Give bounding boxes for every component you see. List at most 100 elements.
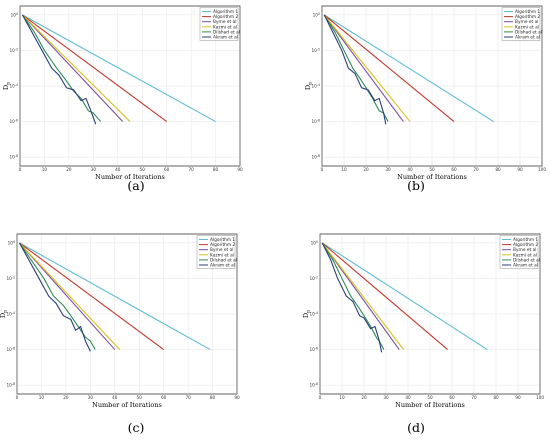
series-line-algorithm-1 — [22, 14, 216, 123]
legend-label: Kazmi et al — [210, 252, 234, 258]
x-tick-label: 10 — [341, 167, 347, 172]
series-line-algorithm-1 — [321, 242, 488, 351]
y-axis-label: Dn — [2, 82, 12, 90]
x-tick-label: 80 — [493, 395, 499, 400]
legend-label: Kazmi et al — [515, 24, 539, 30]
series-line-algorithm-2 — [19, 242, 164, 351]
x-tick-label: 50 — [427, 395, 433, 400]
x-tick-label: 40 — [405, 395, 411, 400]
x-tick-label: 0 — [319, 395, 322, 400]
x-axis-label: Number of Iterations — [95, 173, 165, 181]
x-tick-label: 40 — [112, 395, 118, 400]
legend-label: Akram et al — [513, 263, 538, 269]
y-tick-label: 10-4 — [6, 311, 15, 317]
x-tick-label: 60 — [161, 395, 167, 400]
x-tick-label: 50 — [137, 395, 143, 400]
series-line-algorithm-1 — [19, 242, 211, 351]
legend-label: Algorithm 2 — [513, 242, 538, 248]
series-line-algorithm-2 — [323, 14, 455, 122]
y-tick-label: 10-4 — [309, 311, 318, 317]
y-tick-label: 10-6 — [9, 118, 18, 124]
plot-frame — [319, 233, 541, 395]
legend-box — [196, 235, 236, 269]
x-tick-label: 100 — [538, 167, 546, 172]
panel-caption: (b) — [407, 178, 425, 193]
x-tick-label: 20 — [66, 167, 72, 172]
x-axis-label: Number of Iterations — [395, 401, 465, 409]
y-axis-label: Dn — [0, 310, 9, 318]
panel-4: 100 10-2 10-4 10-6 10-8 0 10 20 30 40 50 60 70 80 90 10… — [302, 233, 544, 435]
x-tick-label: 0 — [16, 395, 19, 400]
x-tick-label: 100 — [536, 395, 544, 400]
series-line-akram-et-al — [18, 242, 91, 352]
x-tick-label: 0 — [321, 167, 324, 172]
panel-caption: (c) — [128, 420, 145, 435]
legend-label: Akram et al — [515, 35, 540, 41]
y-tick-label: 10-8 — [6, 382, 15, 388]
series-line-akram-et-al — [21, 14, 97, 125]
panel-caption: (d) — [407, 420, 425, 435]
y-tick-label: 10-4 — [311, 83, 320, 89]
x-tick-label: 60 — [451, 167, 457, 172]
series-line-akram-et-al — [321, 242, 383, 353]
x-tick-label: 80 — [210, 395, 216, 400]
y-tick-label: 10-6 — [6, 346, 15, 352]
series-line-algorithm-1 — [323, 14, 494, 123]
series-line-kazmi-et-al — [19, 242, 121, 350]
x-tick-label: 50 — [140, 167, 146, 172]
plot-frame — [16, 233, 238, 395]
x-tick-label: 40 — [407, 167, 413, 172]
legend-label: Algorithm 1 — [213, 9, 238, 15]
plot-frame — [321, 5, 543, 167]
legend-box — [501, 7, 541, 41]
y-axis-label: Dn — [304, 82, 314, 90]
legend-label: Algorithm 1 — [210, 237, 235, 243]
series-line-algorithm-2 — [22, 14, 167, 123]
x-tick-label: 80 — [495, 167, 501, 172]
panel-caption: (a) — [127, 178, 144, 193]
legend-label: Byrne et al — [513, 247, 536, 253]
y-tick-label: 10-8 — [309, 382, 318, 388]
x-tick-label: 70 — [188, 167, 194, 172]
x-tick-label: 90 — [234, 395, 240, 400]
x-tick-label: 90 — [517, 167, 523, 172]
series-line-byrne-et-al — [19, 242, 116, 350]
x-tick-label: 20 — [63, 395, 69, 400]
series-line-dilshad-et-al — [321, 242, 385, 350]
x-tick-label: 90 — [515, 395, 521, 400]
series-line-kazmi-et-al — [22, 14, 131, 122]
y-tick-label: 100 — [11, 12, 18, 18]
x-tick-label: 0 — [19, 167, 22, 172]
x-tick-label: 40 — [115, 167, 121, 172]
panel-3: 100 10-2 10-4 10-6 10-8 0 10 20 30 40 50 60 70 80 90 Nu… — [0, 233, 240, 435]
series-line-algorithm-2 — [321, 242, 448, 350]
legend-label: Byrne et al — [210, 247, 233, 253]
panel-2: 100 10-2 10-4 10-6 10-8 0 10 20 30 40 50 60 70 80 90 10… — [304, 5, 546, 193]
y-tick-label: 10-2 — [9, 47, 18, 53]
x-tick-label: 10 — [42, 167, 48, 172]
legend-label: Akram et al — [210, 263, 235, 269]
legend-label: Algorithm 1 — [515, 9, 540, 15]
legend-label: Algorithm 2 — [515, 14, 540, 20]
legend-label: Dilshad et al — [513, 257, 540, 263]
x-tick-label: 60 — [449, 395, 455, 400]
legend-label: Algorithm 2 — [210, 242, 235, 248]
y-tick-label: 10-6 — [309, 346, 318, 352]
y-tick-label: 10-2 — [311, 47, 320, 53]
legend-label: Akram et al — [213, 35, 238, 41]
x-tick-label: 10 — [39, 395, 45, 400]
legend-label: Byrne et al — [515, 19, 538, 25]
legend-label: Kazmi et al — [213, 24, 237, 30]
y-tick-label: 10-2 — [6, 275, 15, 281]
x-tick-label: 30 — [91, 167, 97, 172]
series-line-byrne-et-al — [323, 14, 404, 122]
legend-box — [199, 7, 239, 41]
series-line-byrne-et-al — [321, 242, 400, 350]
x-tick-label: 10 — [339, 395, 345, 400]
x-axis-label: Number of Iterations — [92, 401, 162, 409]
series-line-kazmi-et-al — [321, 242, 405, 350]
